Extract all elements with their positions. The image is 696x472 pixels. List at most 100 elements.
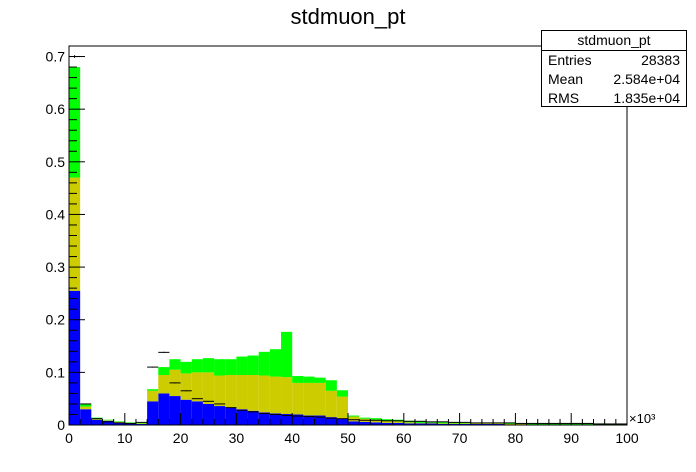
bar-series-2	[247, 355, 259, 375]
bar-series-1	[158, 374, 170, 394]
bar-series-2	[91, 417, 103, 419]
bar-series-0	[426, 423, 438, 425]
y-tick-label: 0.2	[46, 312, 66, 328]
bar-series-0	[392, 422, 404, 425]
y-tick-label: 0.3	[46, 259, 66, 275]
bar-series-2	[303, 376, 315, 383]
overlay-points	[69, 55, 627, 425]
stats-value: 1.835e+04	[613, 90, 680, 106]
bar-series-2	[281, 331, 293, 378]
bar-series-1	[481, 423, 494, 424]
bar-series-2	[202, 358, 215, 373]
bar-series-1	[102, 420, 114, 421]
bar-series-0	[403, 423, 415, 425]
y-tick-label: 0.7	[46, 49, 66, 65]
y-tick-label: 0.1	[46, 364, 66, 380]
bar-series-0	[414, 423, 427, 425]
x-tick-label: 10	[117, 430, 133, 446]
bar-series-0	[158, 393, 170, 425]
bar-series-2	[448, 422, 460, 424]
chart-title: stdmuon_pt	[290, 4, 406, 29]
bar-series-0	[314, 415, 326, 425]
bar-series-2	[80, 404, 92, 407]
bar-series-0	[191, 401, 203, 425]
bar-series-2	[437, 422, 449, 424]
stats-value: 28383	[641, 52, 680, 68]
bar-series-1	[325, 390, 337, 418]
bar-series-1	[202, 372, 215, 404]
bar-series-0	[225, 407, 237, 425]
bar-series-1	[147, 390, 159, 402]
bar-series-0	[481, 423, 494, 425]
bar-series-2	[214, 359, 226, 376]
bar-series-0	[180, 399, 192, 425]
bar-series-1	[225, 374, 237, 408]
bar-series-0	[169, 396, 181, 425]
bar-series-0	[381, 422, 393, 425]
x-tick-label: 20	[173, 430, 189, 446]
bar-series-2	[560, 423, 572, 425]
bar-series-0	[269, 413, 282, 425]
bar-series-1	[258, 375, 270, 413]
bar-series-0	[147, 401, 159, 425]
bar-series-1	[348, 416, 360, 422]
x-tick-label: 50	[340, 430, 356, 446]
bar-series-2	[124, 422, 136, 423]
bar-series-1	[504, 423, 516, 425]
bar-series-0	[281, 413, 293, 425]
bar-series-1	[269, 376, 282, 414]
bar-series-0	[359, 421, 371, 425]
x-tick-label: 70	[452, 430, 468, 446]
bar-series-1	[247, 374, 259, 411]
bar-series-2	[548, 423, 561, 425]
bar-series-1	[314, 382, 326, 416]
bar-series-0	[91, 419, 103, 425]
x-tick-label: 40	[284, 430, 300, 446]
bar-series-2	[504, 422, 516, 424]
bar-series-1	[459, 423, 471, 424]
x-tick-label: 30	[229, 430, 245, 446]
axes: 0 10 20 30 40 50 60 70 80 90 100 0 0.1 0.2 0.3 0.4 0.5 0.…	[46, 49, 657, 446]
bar-series-2	[336, 390, 348, 397]
bar-series-2	[537, 423, 549, 425]
bar-series-1	[437, 423, 449, 424]
bar-series-2	[359, 417, 371, 419]
bar-series-2	[147, 389, 159, 391]
y-tick-label: 0	[57, 417, 65, 433]
stats-value: 2.584e+04	[613, 71, 680, 87]
bar-series-1	[426, 422, 438, 424]
stats-row-rms: RMS 1.835e+04	[542, 89, 686, 108]
bar-series-2	[191, 359, 203, 373]
bar-series-2	[135, 422, 148, 424]
bar-series-2	[158, 367, 170, 375]
bar-series-0	[448, 423, 460, 425]
stats-title: stdmuon_pt	[542, 31, 686, 51]
bar-series-1	[515, 423, 527, 425]
bar-series-0	[348, 421, 360, 425]
bar-series-1	[69, 177, 81, 291]
x-tick-label: 90	[563, 430, 579, 446]
bar-series-0	[69, 290, 81, 425]
bar-series-0	[370, 422, 382, 425]
bar-series-1	[80, 406, 92, 410]
bar-series-2	[69, 67, 81, 178]
bar-series-2	[459, 422, 471, 424]
stats-label: Mean	[548, 71, 584, 87]
bar-series-2	[426, 421, 438, 423]
y-tick-label: 0.4	[46, 206, 66, 222]
bar-series-0	[202, 403, 215, 425]
bar-series-1	[303, 382, 315, 416]
bar-series-0	[303, 415, 315, 425]
bar-series-0	[236, 409, 248, 425]
bar-series-0	[258, 412, 270, 425]
bar-series-1	[281, 377, 293, 414]
bar-series-1	[403, 422, 415, 424]
bar-series-0	[135, 423, 148, 425]
bar-series-2	[292, 376, 304, 383]
bar-series-2	[169, 359, 181, 370]
bar-series-0	[124, 423, 136, 425]
bar-series-1	[135, 423, 148, 424]
bar-series-1	[336, 396, 348, 419]
